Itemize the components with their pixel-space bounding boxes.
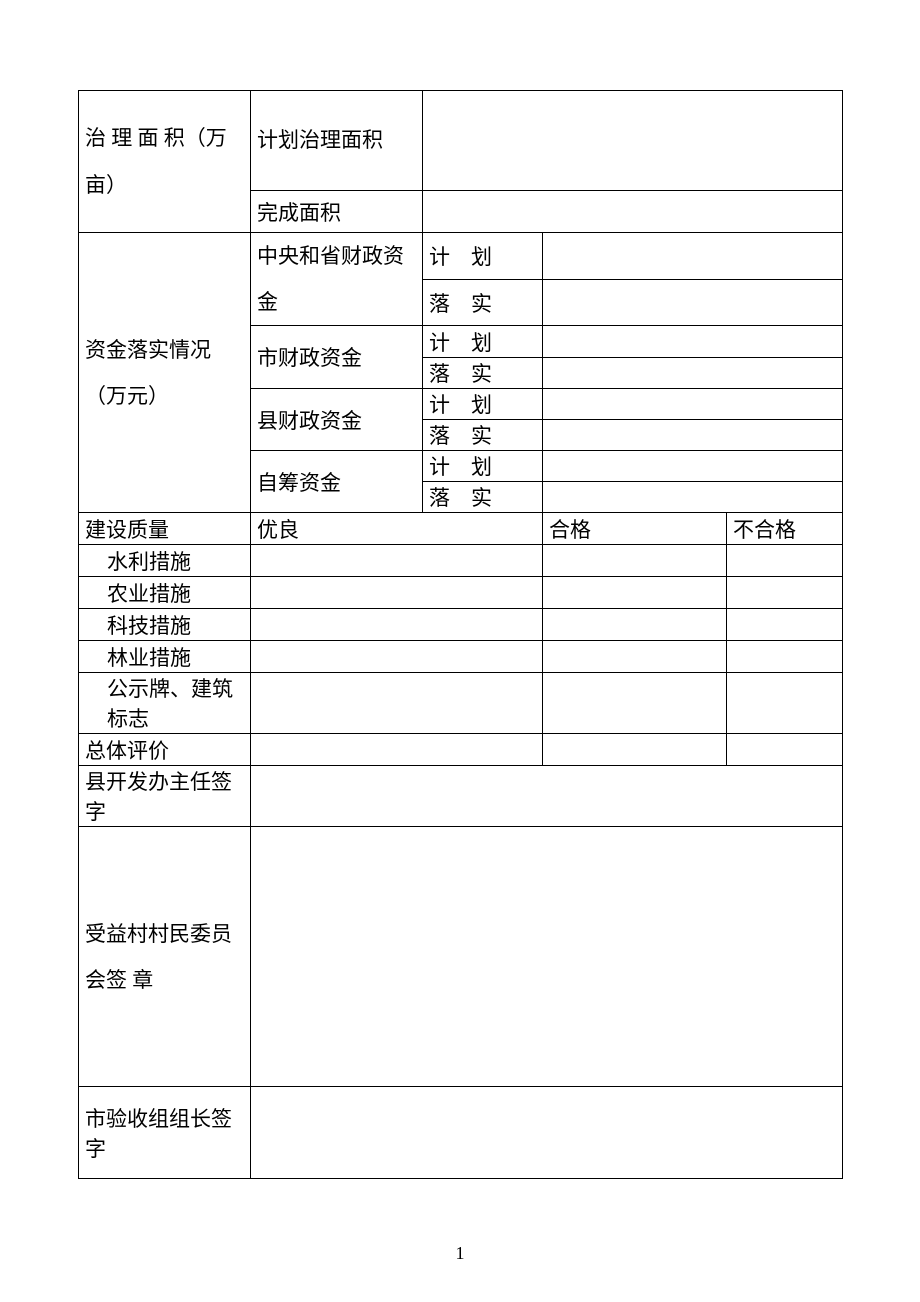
quality-forest-excellent [251,641,543,673]
page-number: 1 [0,1243,920,1264]
funds-county-label: 县财政资金 [251,389,423,451]
quality-water-pass [543,545,727,577]
form-table: 治 理 面 积（万亩） 计划治理面积 完成面积 资金落实情况（万元） 中央和省财… [78,90,843,1179]
area-label: 治 理 面 积（万亩） [79,91,251,233]
quality-header-fail: 不合格 [727,513,843,545]
quality-water-label: 水利措施 [79,545,251,577]
quality-sign-excellent [251,673,543,734]
funds-label: 资金落实情况（万元） [79,233,251,513]
funds-central-impl-label: 落 实 [423,279,543,326]
funds-city-label: 市财政资金 [251,326,423,389]
funds-county-plan [543,389,843,420]
funds-county-impl [543,420,843,451]
quality-overall-fail [727,734,843,766]
quality-tech-excellent [251,609,543,641]
area-completed-value [423,191,843,233]
quality-agri-label: 农业措施 [79,577,251,609]
quality-overall-excellent [251,734,543,766]
quality-overall-label: 总体评价 [79,734,251,766]
quality-tech-label: 科技措施 [79,609,251,641]
sig-county-dev-label: 县开发办主任签字 [79,766,251,827]
quality-sign-pass [543,673,727,734]
funds-self-impl [543,482,843,513]
quality-forest-pass [543,641,727,673]
funds-central-plan [543,233,843,280]
funds-city-impl-label: 落 实 [423,358,543,389]
funds-city-plan-label: 计 划 [423,326,543,358]
quality-tech-pass [543,609,727,641]
quality-forest-fail [727,641,843,673]
funds-county-impl-label: 落 实 [423,420,543,451]
quality-agri-pass [543,577,727,609]
quality-header-pass: 合格 [543,513,727,545]
funds-self-plan [543,451,843,482]
sig-city-leader-value [251,1087,843,1179]
quality-agri-excellent [251,577,543,609]
quality-sign-label: 公示牌、建筑标志 [79,673,251,734]
sig-village-value [251,827,843,1087]
area-planned-label: 计划治理面积 [251,91,423,191]
funds-city-plan [543,326,843,358]
area-planned-value [423,91,843,191]
sig-county-dev-value [251,766,843,827]
area-completed-label: 完成面积 [251,191,423,233]
quality-sign-fail [727,673,843,734]
quality-header-label: 建设质量 [79,513,251,545]
quality-forest-label: 林业措施 [79,641,251,673]
funds-self-impl-label: 落 实 [423,482,543,513]
quality-water-fail [727,545,843,577]
funds-self-label: 自筹资金 [251,451,423,513]
funds-central-impl [543,279,843,326]
funds-central-label: 中央和省财政资金 [251,233,423,326]
funds-county-plan-label: 计 划 [423,389,543,420]
funds-central-plan-label: 计 划 [423,233,543,280]
quality-tech-fail [727,609,843,641]
quality-header-excellent: 优良 [251,513,543,545]
quality-overall-pass [543,734,727,766]
quality-agri-fail [727,577,843,609]
sig-city-leader-label: 市验收组组长签字 [79,1087,251,1179]
funds-self-plan-label: 计 划 [423,451,543,482]
sig-village-label: 受益村村民委员会签 章 [79,827,251,1087]
funds-city-impl [543,358,843,389]
quality-water-excellent [251,545,543,577]
